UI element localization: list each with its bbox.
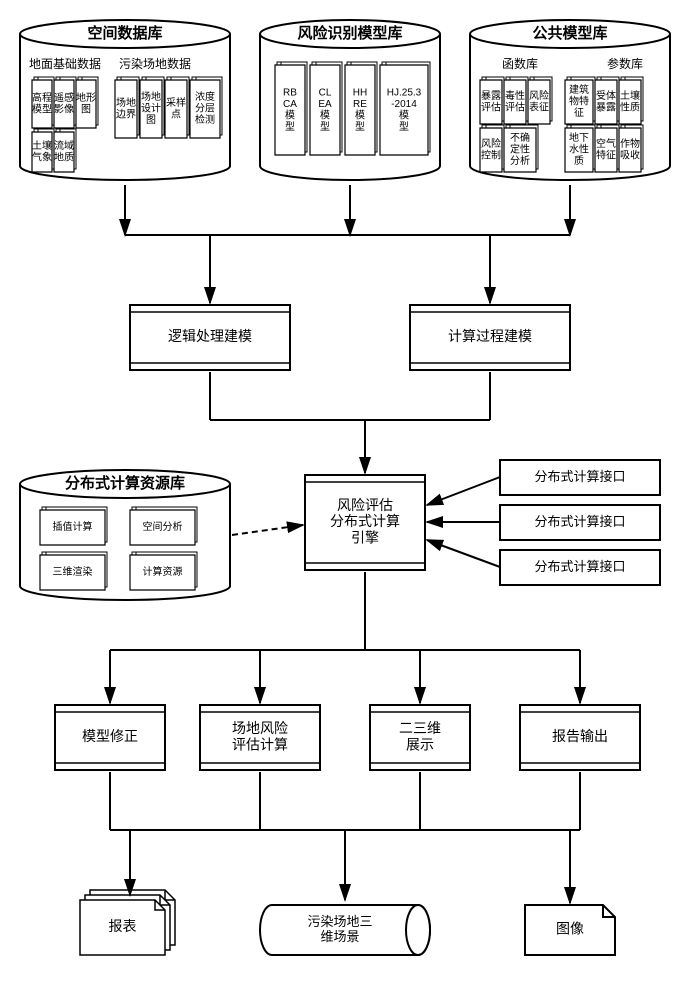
svg-text:型: 型: [355, 120, 365, 133]
svg-text:建筑: 建筑: [569, 83, 589, 96]
svg-text:模: 模: [320, 109, 330, 121]
svg-text:征: 征: [574, 107, 584, 119]
svg-text:风险: 风险: [481, 137, 501, 150]
svg-text:空间数据库: 空间数据库: [87, 24, 162, 42]
svg-text:分布式计算资源库: 分布式计算资源库: [65, 474, 185, 492]
svg-text:定性: 定性: [510, 143, 530, 156]
svg-text:暴露: 暴露: [596, 101, 616, 113]
svg-text:质: 质: [574, 155, 584, 167]
svg-text:模: 模: [399, 109, 409, 121]
svg-text:边界: 边界: [116, 108, 136, 120]
svg-text:气象: 气象: [32, 150, 52, 163]
svg-text:逻辑处理建模: 逻辑处理建模: [168, 328, 252, 344]
svg-text:报表: 报表: [109, 918, 137, 934]
svg-text:二三维: 二三维: [399, 720, 441, 736]
svg-text:计算过程建模: 计算过程建模: [448, 328, 532, 344]
svg-text:函数库: 函数库: [502, 56, 538, 71]
svg-text:控制: 控制: [481, 148, 501, 161]
svg-text:模: 模: [285, 109, 295, 121]
svg-text:分布式计算接口: 分布式计算接口: [534, 514, 625, 529]
svg-text:地形: 地形: [76, 91, 96, 104]
svg-text:公共模型库: 公共模型库: [532, 24, 607, 42]
svg-text:浓度: 浓度: [195, 90, 215, 103]
svg-text:高程: 高程: [32, 91, 52, 104]
svg-text:型: 型: [320, 120, 330, 133]
svg-text:检测: 检测: [195, 113, 215, 126]
svg-text:图: 图: [81, 103, 91, 115]
svg-text:风险识别模型库: 风险识别模型库: [297, 24, 402, 42]
svg-text:三维渲染: 三维渲染: [53, 565, 93, 578]
svg-text:图: 图: [146, 114, 156, 126]
diagram-canvas: 空间数据库地面基础数据高程模型遥感影像地形图土壤气象流域地质污染场地数据场地边界…: [0, 0, 688, 1000]
svg-text:毒性: 毒性: [505, 89, 525, 102]
svg-text:场地: 场地: [141, 90, 161, 103]
svg-text:模型: 模型: [32, 102, 52, 115]
svg-text:HJ.25.3: HJ.25.3: [387, 87, 422, 98]
svg-text:模型修正: 模型修正: [82, 728, 138, 744]
svg-text:不确: 不确: [510, 131, 530, 144]
svg-text:地下: 地下: [569, 131, 589, 144]
svg-text:土壤: 土壤: [32, 139, 52, 152]
svg-text:空间分析: 空间分析: [143, 520, 183, 533]
svg-text:场地风险: 场地风险: [232, 720, 288, 736]
svg-text:CL: CL: [319, 87, 332, 98]
svg-text:设计: 设计: [141, 102, 161, 115]
svg-text:地面基础数据: 地面基础数据: [29, 56, 101, 71]
svg-text:污染场地数据: 污染场地数据: [119, 56, 191, 71]
svg-text:受体: 受体: [596, 90, 616, 102]
svg-text:暴露: 暴露: [481, 90, 501, 102]
svg-text:作物: 作物: [620, 137, 640, 150]
svg-text:分布式计算接口: 分布式计算接口: [534, 559, 625, 574]
svg-text:图像: 图像: [556, 921, 584, 937]
svg-text:CA: CA: [283, 99, 297, 110]
svg-text:RE: RE: [353, 99, 367, 110]
svg-text:遥感: 遥感: [54, 91, 74, 104]
svg-text:评估计算: 评估计算: [232, 736, 288, 752]
svg-text:流域: 流域: [54, 139, 74, 152]
svg-text:风险评估: 风险评估: [337, 497, 393, 513]
svg-text:报告输出: 报告输出: [552, 728, 608, 744]
svg-text:-2014: -2014: [391, 99, 417, 110]
svg-text:空气: 空气: [596, 137, 616, 150]
svg-text:表征: 表征: [529, 100, 549, 113]
svg-text:特征: 特征: [596, 149, 616, 161]
svg-text:分布式计算接口: 分布式计算接口: [534, 469, 625, 484]
svg-text:维场景: 维场景: [320, 929, 359, 944]
svg-text:评估: 评估: [505, 100, 525, 113]
svg-text:污染场地三: 污染场地三: [307, 914, 372, 929]
svg-text:型: 型: [285, 120, 295, 133]
svg-text:RB: RB: [283, 87, 297, 98]
svg-text:展示: 展示: [406, 736, 434, 752]
svg-text:场地: 场地: [116, 96, 136, 109]
svg-text:型: 型: [399, 120, 409, 133]
svg-text:土壤: 土壤: [620, 89, 640, 102]
svg-text:评估: 评估: [481, 100, 501, 113]
svg-text:性质: 性质: [620, 100, 640, 113]
svg-text:参数库: 参数库: [607, 56, 643, 71]
svg-text:插值计算: 插值计算: [53, 520, 93, 533]
svg-text:HH: HH: [353, 87, 367, 98]
svg-text:引擎: 引擎: [351, 529, 379, 545]
svg-text:水性: 水性: [569, 143, 589, 156]
svg-text:点: 点: [171, 108, 181, 120]
svg-text:计算资源: 计算资源: [143, 565, 183, 578]
svg-text:采样: 采样: [166, 96, 186, 109]
svg-text:物特: 物特: [569, 95, 589, 108]
svg-text:分布式计算: 分布式计算: [330, 513, 400, 529]
svg-text:风险: 风险: [529, 89, 549, 102]
svg-text:模: 模: [355, 109, 365, 121]
svg-text:EA: EA: [318, 99, 332, 110]
svg-text:影像: 影像: [54, 103, 74, 115]
svg-text:分析: 分析: [510, 154, 530, 167]
svg-text:地质: 地质: [54, 150, 74, 163]
svg-text:吸收: 吸收: [620, 148, 640, 161]
svg-text:分层: 分层: [195, 103, 215, 115]
